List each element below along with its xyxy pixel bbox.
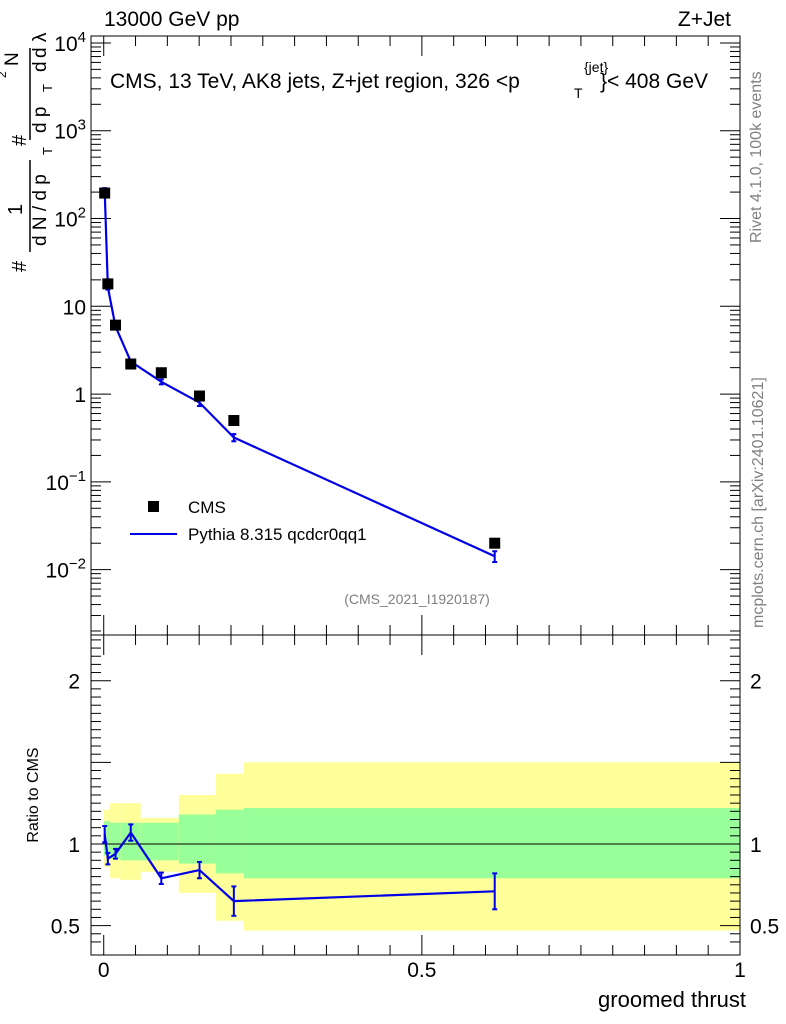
band-inner-segment (178, 814, 216, 864)
x-tick-label: 0 (98, 959, 110, 982)
ratio-y-tick-labels: 2 1 0.5 2 1 0.5 (51, 671, 779, 939)
main-y-axis-label: # 1 d N / d p T # d p T d 2 N d λ (0, 32, 55, 272)
main-frame (90, 35, 741, 636)
x-tick-label: 0.5 (407, 959, 436, 982)
cms-data-point (109, 319, 121, 331)
header-right: Z+Jet (678, 8, 731, 31)
ylabel-sup-2: 2 (0, 71, 9, 78)
y-tick-label: 10−2 (46, 556, 86, 583)
band-inner-segment (106, 821, 111, 856)
title-end: }< 408 GeV (600, 70, 708, 93)
band-inner-segment (243, 808, 740, 879)
cms-data-point (155, 367, 167, 379)
y-tick-label: 10 (63, 296, 86, 319)
cms-data-point (102, 278, 114, 290)
ratio-tick-label-left: 2 (68, 671, 80, 694)
cms-data-point (228, 414, 240, 426)
legend: CMS Pythia 8.315 qcdcr0qq1 (130, 498, 367, 544)
cms-data-point (193, 390, 205, 402)
cms-data-point (125, 358, 137, 370)
ratio-bands (103, 762, 740, 931)
ylabel-dlambda: d λ (30, 32, 51, 58)
y-tick-label: 102 (54, 205, 86, 232)
x-tick-label: 1 (734, 959, 746, 982)
legend-label-cms: CMS (188, 498, 226, 517)
band-inner-segment (140, 822, 179, 861)
cms-data-point (99, 187, 111, 199)
ratio-y-axis-label: Ratio to CMS (25, 747, 42, 842)
band-inner-segment (110, 822, 121, 859)
cms-data-point (489, 537, 501, 549)
ylabel-sub-t2: T (40, 84, 55, 92)
ylabel-hash-2: # (9, 134, 31, 146)
y-tick-label: 1 (74, 384, 86, 407)
x-tick-labels: 0 0.5 1 (98, 959, 746, 982)
main-plot-data (99, 187, 501, 564)
ratio-tick-label-right: 0.5 (750, 916, 779, 939)
band-inner-segment (215, 809, 244, 874)
ylabel-dpt: d p (30, 107, 51, 133)
ylabel-sub-t1: T (40, 147, 55, 155)
pythia-line (103, 190, 496, 558)
title-superscript: {jet} (584, 59, 608, 75)
y-tick-label: 104 (54, 29, 86, 56)
ratio-line (103, 830, 495, 903)
ratio-tick-label-right: 1 (750, 834, 762, 857)
legend-label-pythia: Pythia 8.315 qcdcr0qq1 (188, 525, 367, 544)
main-axis-ticks (91, 36, 741, 635)
plot-title: CMS, 13 TeV, AK8 jets, Z+jet region, 326… (110, 59, 708, 101)
ratio-axis-ticks (91, 635, 741, 955)
ratio-tick-label-left: 0.5 (51, 916, 80, 939)
ratio-plot-data (102, 823, 498, 917)
ylabel-N: N (2, 52, 23, 66)
ratio-tick-label-left: 1 (68, 834, 80, 857)
analysis-watermark: (CMS_2021_I1920187) (344, 591, 490, 607)
x-axis-label: groomed thrust (598, 987, 746, 1012)
mcplots-label: mcplots.cern.ch [arXiv:2401.10621] (750, 377, 767, 628)
title-subscript: T (574, 85, 583, 101)
ylabel-d: d (30, 61, 51, 72)
legend-marker-cms (148, 501, 159, 512)
y-tick-label: 103 (54, 117, 86, 144)
title-main: CMS, 13 TeV, AK8 jets, Z+jet region, 326… (110, 70, 520, 93)
rivet-label: Rivet 4.1.0, 100k events (748, 71, 765, 243)
ylabel-hash: # (9, 260, 31, 272)
main-y-tick-labels: 10−2 10−1 1 10 102 103 104 (46, 29, 86, 583)
ylabel-one: 1 (5, 204, 27, 215)
ratio-tick-label-right: 2 (750, 671, 762, 694)
ylabel-denominator: d N / d p (30, 174, 51, 246)
header-left: 13000 GeV pp (104, 8, 239, 31)
y-tick-label: 10−1 (46, 468, 86, 495)
